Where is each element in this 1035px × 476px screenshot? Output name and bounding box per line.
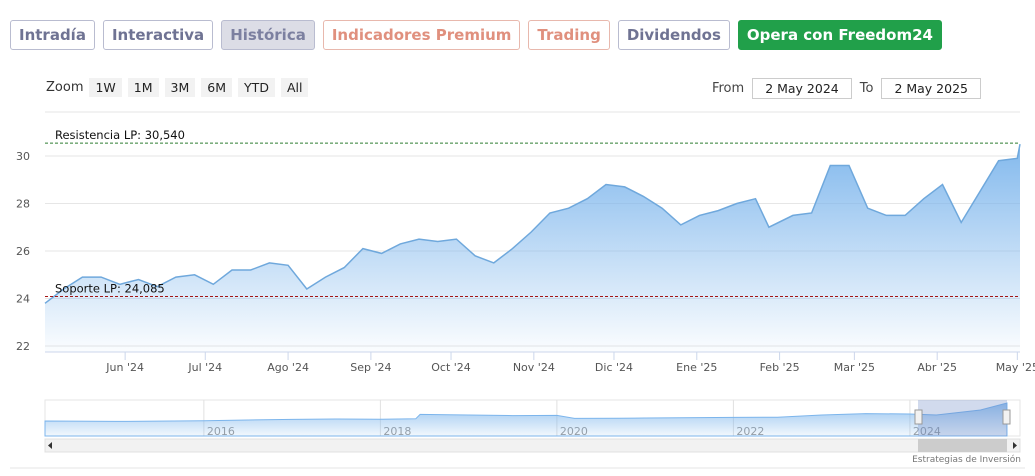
area-fill xyxy=(45,144,1020,352)
zoom-button[interactable]: 6M xyxy=(201,78,233,97)
tab[interactable]: Intradía xyxy=(10,20,95,50)
y-tick-label: 22 xyxy=(16,340,30,353)
scrollbar-track xyxy=(44,438,1021,453)
navigator-area xyxy=(44,402,1008,437)
price-line xyxy=(44,143,1021,304)
navigator-selection xyxy=(918,400,1007,436)
y-tick-label: 30 xyxy=(16,150,30,163)
tab[interactable]: Trading xyxy=(528,20,610,50)
from-input[interactable]: 2 May 2024 xyxy=(752,78,852,99)
tab-selected[interactable]: Histórica xyxy=(221,20,315,50)
x-tick-label: Ago '24 xyxy=(267,361,309,374)
navigator-handle xyxy=(1002,409,1011,425)
to-label: To xyxy=(859,81,874,96)
x-tick-label: Mar '25 xyxy=(834,361,875,374)
zoom-bar: Zoom 1W 1M 3M 6M YTD All xyxy=(46,78,309,97)
zoom-button[interactable]: YTD xyxy=(238,78,275,97)
x-tick-label: May '25 xyxy=(996,361,1035,374)
y-tick-label: 28 xyxy=(16,197,30,210)
zoom-button[interactable]: All xyxy=(280,78,309,97)
zoom-button[interactable]: 1M xyxy=(127,78,159,97)
zoom-button[interactable]: 1W xyxy=(89,78,122,97)
x-tick-label: Jun '24 xyxy=(105,361,144,374)
x-tick-label: Oct '24 xyxy=(431,361,471,374)
footer: Estrategias de Inversión xyxy=(912,455,1021,465)
tab[interactable]: Indicadores Premium xyxy=(322,20,521,50)
scroll-arrow xyxy=(48,442,52,449)
x-tick-label: Abr '25 xyxy=(917,361,957,374)
zoom-button[interactable]: 3M xyxy=(164,78,196,97)
y-tick-label: 26 xyxy=(16,245,30,258)
tab-bar: Intradía Interactiva Histórica Indicador… xyxy=(10,20,942,50)
y-tick-label: 24 xyxy=(16,293,30,306)
x-tick-label: Ene '25 xyxy=(676,361,717,374)
navigator-handle xyxy=(914,409,923,425)
from-label: From xyxy=(711,81,745,96)
tab[interactable]: Dividendos xyxy=(617,20,730,50)
x-tick-label: Feb '25 xyxy=(760,361,800,374)
tab[interactable]: Interactiva xyxy=(102,20,214,50)
to-input[interactable]: 2 May 2025 xyxy=(881,78,981,99)
zoom-label: Zoom xyxy=(46,80,84,95)
reference-label: Resistencia LP: 30,540 xyxy=(55,128,185,142)
x-tick-label: Sep '24 xyxy=(350,361,391,374)
scrollbar-thumb xyxy=(918,439,1007,452)
reference-label: Soporte LP: 24,085 xyxy=(55,282,165,296)
x-tick-label: Nov '24 xyxy=(513,361,555,374)
date-range: From 2 May 2024 To 2 May 2025 xyxy=(712,78,981,99)
x-tick-label: Dic '24 xyxy=(595,361,633,374)
scroll-arrow xyxy=(1013,442,1017,449)
cta-button[interactable]: Opera con Freedom24 xyxy=(737,20,942,50)
x-tick-label: Jul '24 xyxy=(187,361,222,374)
